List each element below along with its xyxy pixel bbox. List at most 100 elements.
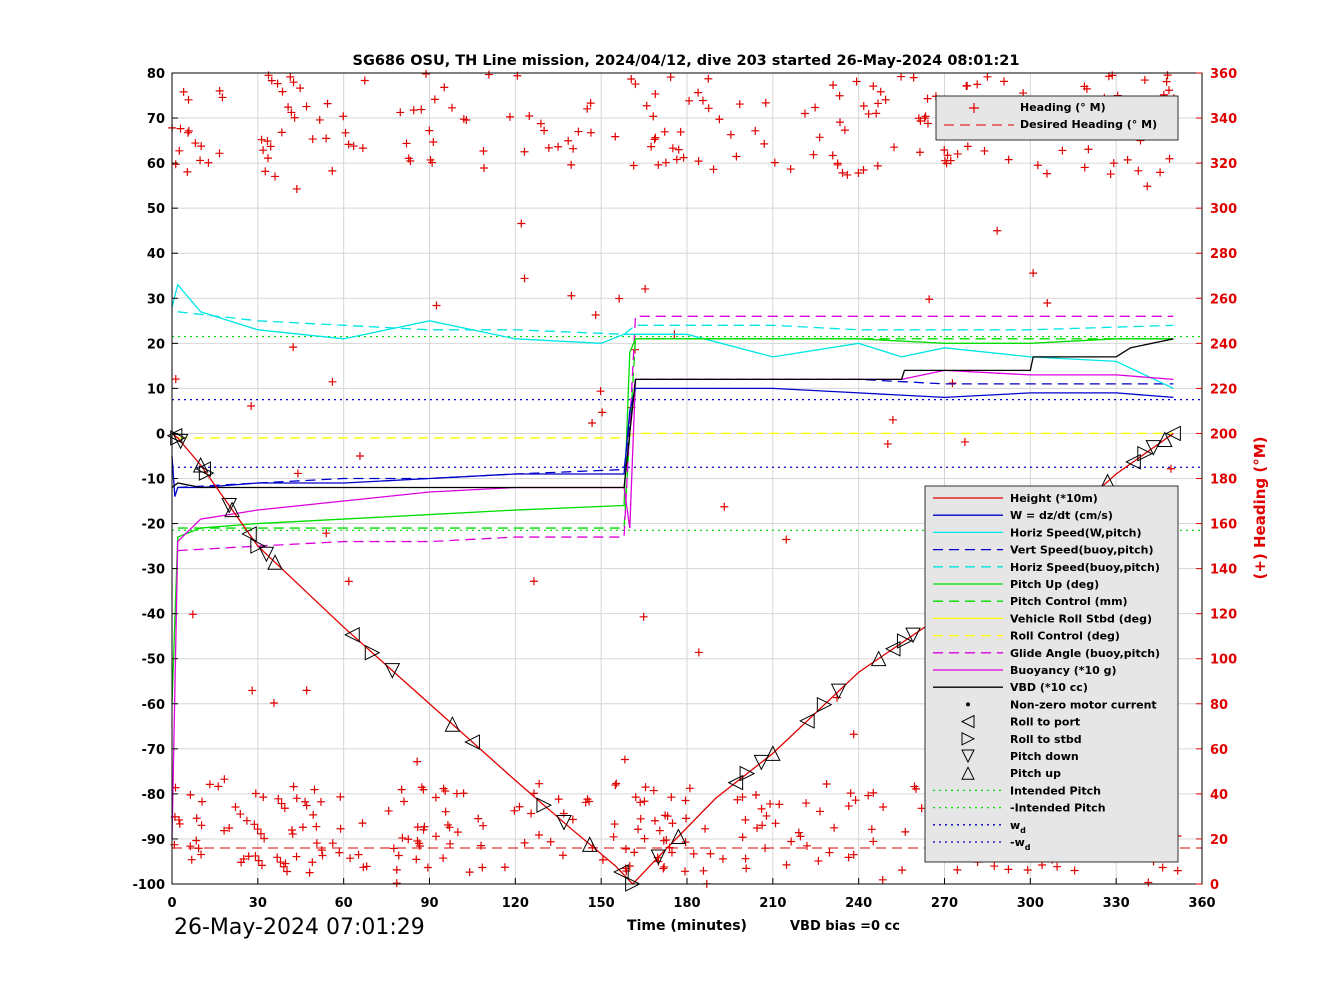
heading-marker <box>830 823 839 832</box>
heading-marker <box>651 133 660 142</box>
heading-marker <box>335 848 344 857</box>
y-tick-label: -30 <box>142 563 166 578</box>
heading-marker <box>1165 154 1174 163</box>
heading-marker <box>598 855 607 864</box>
heading-marker <box>175 815 184 824</box>
pitch-down-marker <box>1145 440 1162 456</box>
heading-marker <box>993 226 1002 235</box>
roll-port-marker <box>613 864 629 880</box>
heading-marker <box>873 161 882 170</box>
heading-marker <box>328 166 337 175</box>
heading-marker <box>288 829 297 838</box>
legend-heading: Heading (° M) Desired Heading (° M) <box>935 95 1179 141</box>
heading-marker <box>869 788 878 797</box>
heading-marker <box>564 136 573 145</box>
heading-marker <box>1042 169 1051 178</box>
heading-marker <box>1143 182 1152 191</box>
heading-marker <box>915 148 924 157</box>
heading-marker <box>309 810 318 819</box>
heading-marker <box>733 795 742 804</box>
heading-marker <box>396 108 405 117</box>
roll-stbd-marker <box>739 765 756 782</box>
heading-marker <box>250 820 259 829</box>
heading-marker <box>701 824 710 833</box>
attitude-markers <box>166 425 1181 892</box>
legend-subscript: d <box>1020 826 1026 835</box>
y-tick-label: 60 <box>147 157 165 172</box>
heading-marker <box>567 160 576 169</box>
heading-marker <box>661 811 670 820</box>
roll-stbd-marker <box>896 633 913 649</box>
heading-marker <box>520 274 529 283</box>
roll-port-marker <box>344 627 360 643</box>
heading-marker <box>225 823 234 832</box>
x-tick-label: 90 <box>420 896 438 911</box>
pitch-up-marker <box>444 716 461 732</box>
heading-marker <box>631 793 640 802</box>
x-tick-label: 360 <box>1188 896 1215 911</box>
heading-marker <box>630 848 639 857</box>
legend-dot-icon <box>966 702 970 707</box>
y2-axis-label: (+) Heading (°M) <box>1251 436 1269 579</box>
heading-marker <box>415 841 424 850</box>
heading-marker <box>500 863 509 872</box>
heading-marker <box>735 100 744 109</box>
heading-marker <box>520 147 529 156</box>
heading-marker <box>535 831 544 840</box>
y-tick-label: -100 <box>132 878 165 893</box>
heading-marker <box>775 800 784 809</box>
heading-marker <box>596 387 605 396</box>
heading-marker <box>770 158 779 167</box>
heading-marker <box>809 150 818 159</box>
heading-marker <box>248 686 257 695</box>
heading-marker <box>698 96 707 105</box>
heading-marker <box>983 72 992 81</box>
heading-marker <box>205 780 214 789</box>
heading-marker <box>431 832 440 841</box>
heading-marker <box>287 108 296 117</box>
roll-port-marker <box>884 641 901 657</box>
legend-main-label: VBD (*10 cc) <box>1010 681 1088 694</box>
heading-marker <box>634 825 643 834</box>
heading-marker <box>239 854 248 863</box>
legend-heading-box <box>935 95 1179 141</box>
heading-marker <box>402 139 411 148</box>
heading-marker <box>689 849 698 858</box>
heading-marker <box>822 779 831 788</box>
w-line <box>171 387 1174 497</box>
heading-marker <box>761 98 770 107</box>
heading-marker <box>786 165 795 174</box>
heading-marker <box>283 867 292 876</box>
heading-marker <box>215 149 224 158</box>
legend-heading-label: Heading (° M) <box>1020 101 1106 114</box>
heading-marker <box>441 786 450 795</box>
heading-marker <box>666 73 675 82</box>
y-tick-label: 70 <box>147 112 165 127</box>
heading-marker <box>544 143 553 152</box>
roll-stbd-marker <box>1137 445 1153 462</box>
heading-marker <box>346 854 355 863</box>
y-tick-label: 0 <box>156 427 165 442</box>
y-tick-label: 50 <box>147 202 165 217</box>
pitch-down-marker <box>650 849 667 866</box>
heading-marker <box>186 842 195 851</box>
heading-marker <box>1033 161 1042 170</box>
heading-marker <box>465 868 474 877</box>
heading-marker <box>679 153 688 162</box>
heading-marker <box>869 82 878 91</box>
heading-marker <box>280 804 289 813</box>
y-axis-left: 80 70 60 50 40 30 20 10 0 -10 -20 -30 -40 -50 -60 -70 -8… <box>132 67 178 893</box>
x-tick-label: 330 <box>1103 896 1130 911</box>
y-tick-label: 80 <box>147 67 165 82</box>
heading-marker <box>302 801 311 810</box>
heading-marker <box>279 862 288 871</box>
roll-port-marker <box>1125 454 1141 470</box>
heading-marker <box>854 169 863 178</box>
heading-marker <box>890 143 899 152</box>
heading-marker <box>267 76 276 85</box>
heading-marker <box>398 833 407 842</box>
heading-marker <box>529 577 538 586</box>
legend-main-label: Pitch up <box>1010 767 1061 780</box>
heading-marker <box>859 165 868 174</box>
